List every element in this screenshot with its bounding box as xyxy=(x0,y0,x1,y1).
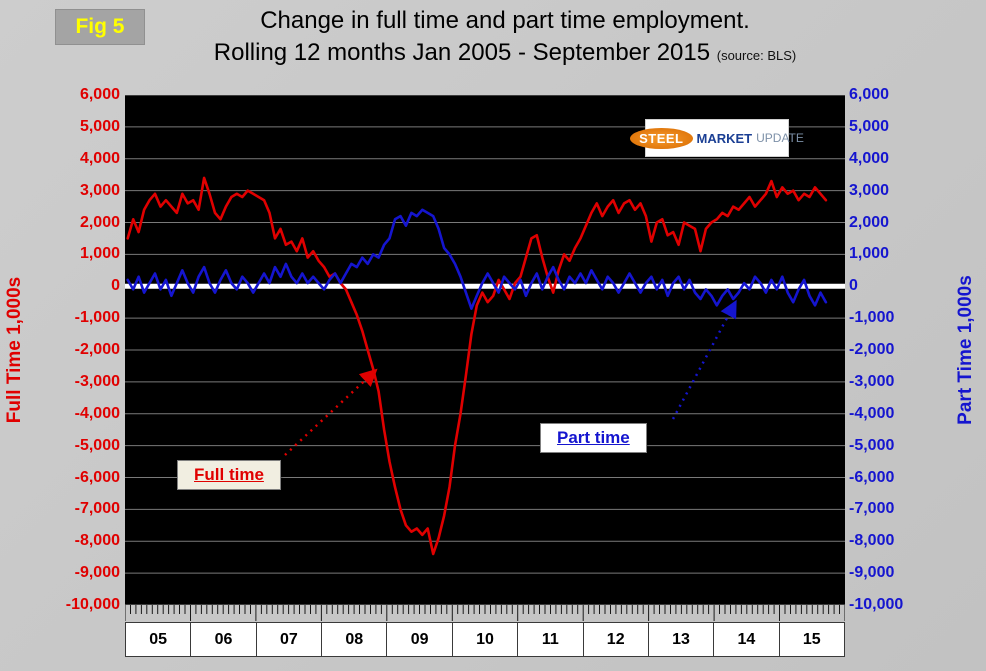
y-tick-label-left: -6,000 xyxy=(74,468,120,486)
y-tick-label-left: 4,000 xyxy=(79,149,120,167)
logo-word-steel: STEEL xyxy=(630,127,693,149)
y-tick-label-right: 4,000 xyxy=(849,149,890,167)
left-y-axis-labels: 6,000 5,000 4,000 3,000 2,000 1,000 0 -1,000 -2,… xyxy=(26,86,120,613)
steel-market-update-logo: STEEL MARKET UPDATE xyxy=(630,119,804,157)
x-year-label: 11 xyxy=(518,623,584,656)
x-year-label: 13 xyxy=(649,623,715,656)
y-tick-label-right: 3,000 xyxy=(849,181,890,199)
y-tick-label-left: 3,000 xyxy=(79,181,120,199)
full-time-arrow xyxy=(284,368,378,456)
y-tick-label-right: -2,000 xyxy=(849,341,895,358)
plot-area: STEEL MARKET UPDATE Full time Part time xyxy=(125,95,845,605)
y-tick-label-right: 2,000 xyxy=(849,213,890,231)
x-year-label: 05 xyxy=(126,623,192,656)
y-tick-label-left: 1,000 xyxy=(79,245,120,263)
x-year-label: 08 xyxy=(322,623,388,656)
y-tick-label-right: -10,000 xyxy=(849,596,904,613)
y-tick-label-right: 0 xyxy=(849,277,858,295)
y-tick-label-left: -8,000 xyxy=(74,532,120,550)
x-year-label: 07 xyxy=(257,623,323,656)
y-tick-label-right: 1,000 xyxy=(849,245,890,263)
y-tick-label-left: -7,000 xyxy=(74,500,120,518)
y-tick-label-left: -2,000 xyxy=(74,341,120,358)
y-tick-label-right: -5,000 xyxy=(849,436,895,454)
figure-number-label: Fig 5 xyxy=(55,9,145,45)
x-year-label: 06 xyxy=(191,623,257,656)
chart-canvas xyxy=(125,95,845,605)
y-tick-label-right: -3,000 xyxy=(849,372,895,390)
y-tick-label-right: -7,000 xyxy=(849,500,895,518)
y-tick-label-right: -4,000 xyxy=(849,404,895,422)
x-year-label: 15 xyxy=(802,630,821,648)
y-tick-label-left: 2,000 xyxy=(79,213,120,231)
x-year-label: 14 xyxy=(714,623,780,656)
y-tick-label-left: -5,000 xyxy=(74,436,120,454)
x-axis-tick-marks xyxy=(125,605,845,621)
y-tick-label-right: -6,000 xyxy=(849,468,895,486)
part-time-label: Part time xyxy=(540,423,647,453)
logo-word-update: UPDATE xyxy=(756,131,804,145)
logo-word-market: MARKET xyxy=(696,130,753,146)
y-tick-label-right: -8,000 xyxy=(849,532,895,550)
source-note: (source: BLS) xyxy=(716,48,797,63)
y-tick-label-right: 6,000 xyxy=(849,86,890,103)
chart-title-line2: Rolling 12 months Jan 2005 - September 2… xyxy=(213,39,797,66)
right-y-axis-labels: 6,000 5,000 4,000 3,000 2,000 1,000 0 -1,000 -2,… xyxy=(849,86,959,613)
y-tick-label-left: -4,000 xyxy=(74,404,120,422)
y-tick-label-right: -1,000 xyxy=(849,309,895,327)
y-tick-label-right: 5,000 xyxy=(849,117,890,135)
y-tick-label-left: -1,000 xyxy=(74,309,120,327)
y-tick-label-left: 5,000 xyxy=(79,117,120,135)
part-time-arrow xyxy=(671,299,737,420)
full-time-label: Full time xyxy=(177,460,281,490)
y-tick-label-left: -3,000 xyxy=(74,372,120,390)
x-axis-year-labels: 05 06 07 08 09 10 11 12 13 14 15 xyxy=(125,622,845,657)
chart-title-block: Change in full time and part time employ… xyxy=(150,5,860,72)
x-year-label: 09 xyxy=(387,623,453,656)
chart-title-line1: Change in full time and part time employ… xyxy=(260,7,750,34)
y-tick-label-left: 0 xyxy=(111,277,120,295)
y-tick-label-left: -9,000 xyxy=(74,564,120,582)
full-time-line xyxy=(126,176,828,556)
y-tick-label-left: -10,000 xyxy=(65,596,120,613)
x-year-label: 10 xyxy=(453,623,519,656)
part-time-line xyxy=(126,208,828,310)
y-tick-label-left: 6,000 xyxy=(79,86,120,103)
left-axis-title: Full Time 1,000s xyxy=(4,276,25,424)
x-year-label: 12 xyxy=(584,623,649,656)
y-tick-label-right: -9,000 xyxy=(849,564,895,582)
